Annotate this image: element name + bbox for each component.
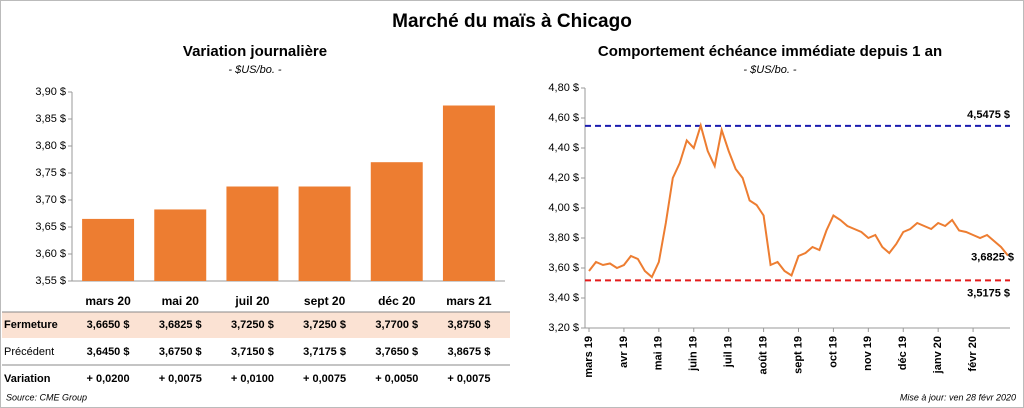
table-cell: 3,6825 $ — [159, 319, 202, 331]
x-tick-label: juil 19 — [723, 336, 735, 368]
y-tick-label: 4,40 $ — [548, 142, 579, 154]
page-title: Marché du maïs à Chicago — [392, 11, 632, 32]
table-cell: + 0,0050 — [375, 373, 418, 385]
y-tick-label: 3,60 $ — [548, 262, 579, 274]
x-tick-label: déc 20 — [378, 294, 416, 308]
table-cell: 3,8675 $ — [448, 346, 491, 358]
table-cell: 3,8750 $ — [448, 319, 491, 331]
y-tick-label: 4,80 $ — [548, 82, 579, 94]
source: Source: CME Group — [6, 392, 87, 402]
y-tick-label: 3,40 $ — [548, 292, 579, 304]
y-tick-label: 3,20 $ — [548, 322, 579, 334]
x-tick-label: janv 20 — [932, 336, 944, 374]
y-tick-label: 3,85 $ — [35, 113, 66, 125]
table-cell: 3,7150 $ — [231, 346, 274, 358]
y-tick-label: 4,20 $ — [548, 172, 579, 184]
last-value-label: 3,6825 $ — [971, 252, 1014, 264]
x-tick-label: nov 19 — [862, 336, 874, 371]
x-tick-label: mars 21 — [446, 294, 492, 308]
table-cell: + 0,0200 — [87, 373, 130, 385]
table-cell: 3,7700 $ — [375, 319, 418, 331]
table-cell: 3,6450 $ — [87, 346, 130, 358]
table-cell: 3,7175 $ — [303, 346, 346, 358]
table-cell: 3,7250 $ — [303, 319, 346, 331]
y-tick-label: 3,80 $ — [35, 140, 66, 152]
y-tick-label: 3,55 $ — [35, 275, 66, 287]
bar — [226, 186, 279, 281]
table-cell: Précédent — [4, 346, 54, 358]
update-date: Mise à jour: ven 28 févr 2020 — [900, 392, 1016, 402]
y-tick-label: 3,60 $ — [35, 248, 66, 260]
table-cell: Variation — [4, 373, 51, 385]
table-cell: 3,7250 $ — [231, 319, 274, 331]
x-tick-label: juil 20 — [234, 294, 269, 308]
table-cell: 3,7650 $ — [375, 346, 418, 358]
y-tick-label: 3,70 $ — [35, 194, 66, 206]
x-tick-label: mai 20 — [162, 294, 200, 308]
table-cell: + 0,0100 — [231, 373, 274, 385]
y-tick-label: 3,80 $ — [548, 232, 579, 244]
bar — [298, 186, 351, 281]
bar — [442, 105, 495, 281]
table-cell: + 0,0075 — [447, 373, 490, 385]
x-tick-label: sept 20 — [304, 294, 346, 308]
y-tick-label: 3,90 $ — [35, 86, 66, 98]
x-tick-label: mars 20 — [85, 294, 131, 308]
chart-subtitle: - $US/bo. - — [228, 64, 282, 76]
table-cell: 3,6650 $ — [87, 319, 130, 331]
x-tick-label: oct 19 — [827, 336, 839, 368]
price-line — [588, 121, 1009, 279]
x-tick-label: avr 19 — [618, 336, 630, 368]
highlight-row — [2, 312, 510, 338]
bar — [82, 218, 135, 281]
y-tick-label: 4,00 $ — [548, 202, 579, 214]
x-tick-label: févr 20 — [967, 336, 979, 371]
x-tick-label: mars 19 — [583, 336, 595, 378]
y-tick-label: 3,65 $ — [35, 221, 66, 233]
table-cell: + 0,0075 — [303, 373, 346, 385]
y-tick-label: 3,75 $ — [35, 167, 66, 179]
table-cell: + 0,0075 — [159, 373, 202, 385]
bar — [370, 162, 423, 281]
x-tick-label: août 19 — [757, 336, 769, 375]
x-tick-label: déc 19 — [897, 336, 909, 370]
table-cell: 3,6750 $ — [159, 346, 202, 358]
x-tick-label: juin 19 — [688, 336, 700, 372]
table-cell: Fermeture — [4, 319, 58, 331]
x-tick-label: sept 19 — [792, 336, 804, 374]
bar — [154, 209, 207, 281]
chart-subtitle: - $US/bo. - — [743, 64, 797, 76]
x-tick-label: mai 19 — [653, 336, 665, 370]
chart-title: Variation journalière — [183, 43, 327, 60]
y-tick-label: 4,60 $ — [548, 112, 579, 124]
reference-label: 3,5175 $ — [967, 287, 1010, 299]
reference-label: 4,5475 $ — [967, 109, 1010, 121]
chart-title: Comportement échéance immédiate depuis 1… — [598, 43, 942, 60]
